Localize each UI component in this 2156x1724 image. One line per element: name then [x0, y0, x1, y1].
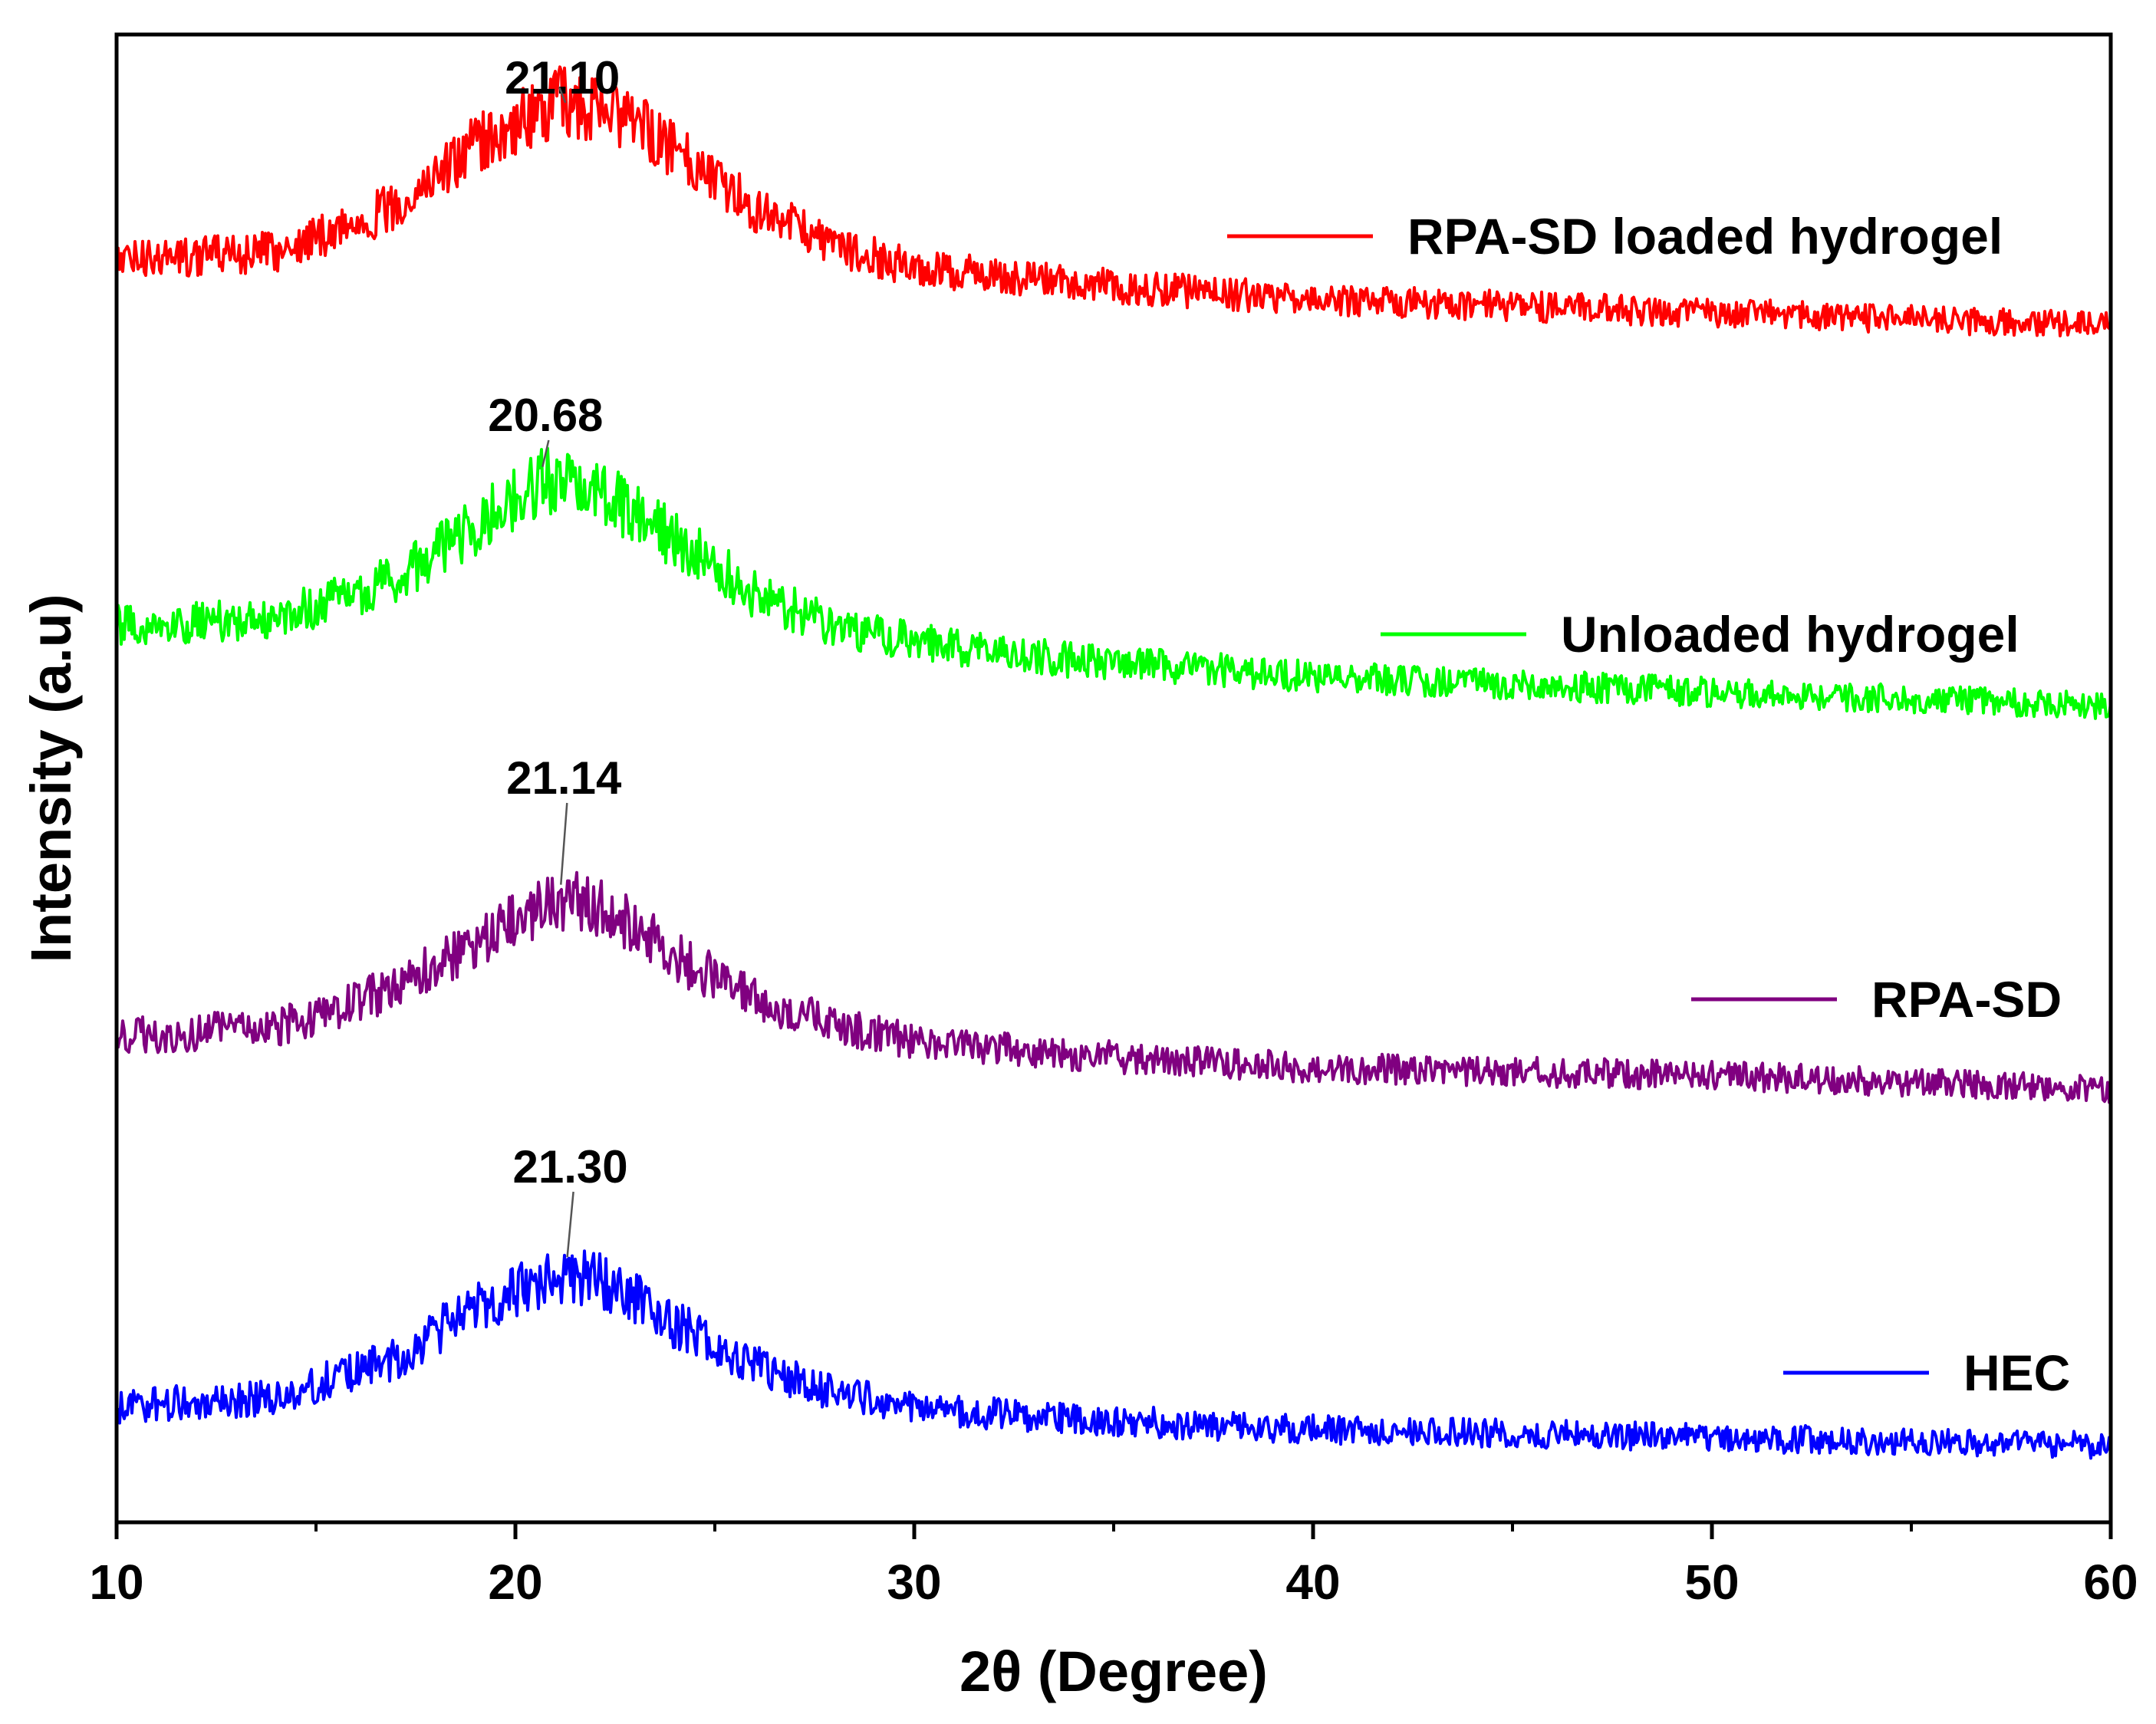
y-axis-title: Intensity (a.u) — [19, 594, 83, 962]
series-line-0 — [115, 65, 2112, 337]
x-tick-label-50: 50 — [1684, 1555, 1739, 1610]
x-tick-label-30: 30 — [887, 1555, 941, 1610]
peak-leader-1 — [541, 439, 550, 468]
legend-label-1: Unloaded hydrogel — [1561, 606, 2019, 663]
peak-label-2: 21.14 — [506, 752, 622, 804]
series-line-1 — [115, 446, 2112, 720]
x-axis: 10 20 30 40 50 60 — [89, 1522, 2138, 1610]
x-axis-title: 2θ (Degree) — [960, 1640, 1268, 1703]
legend-label-0: RPA-SD loaded hydrogel — [1407, 208, 2003, 265]
legend-label-2: RPA-SD — [1871, 971, 2062, 1028]
x-tick-label-20: 20 — [488, 1555, 542, 1610]
x-tick-label-40: 40 — [1285, 1555, 1340, 1610]
x-tick-label-10: 10 — [89, 1555, 143, 1610]
legend-label-3: HEC — [1963, 1344, 2070, 1401]
peak-label-1: 20.68 — [488, 390, 603, 441]
x-tick-label-60: 60 — [2083, 1555, 2138, 1610]
legend: RPA-SD loaded hydrogel Unloaded hydrogel R… — [1227, 208, 2070, 1401]
peak-leader-2 — [560, 802, 568, 885]
peak-label-3: 21.30 — [513, 1141, 628, 1193]
series-line-2 — [116, 870, 2112, 1104]
peak-leader-3 — [566, 1191, 574, 1258]
series-line-3 — [115, 1249, 2112, 1460]
peak-leader-0 — [558, 87, 567, 104]
series-layer — [115, 65, 2112, 1460]
